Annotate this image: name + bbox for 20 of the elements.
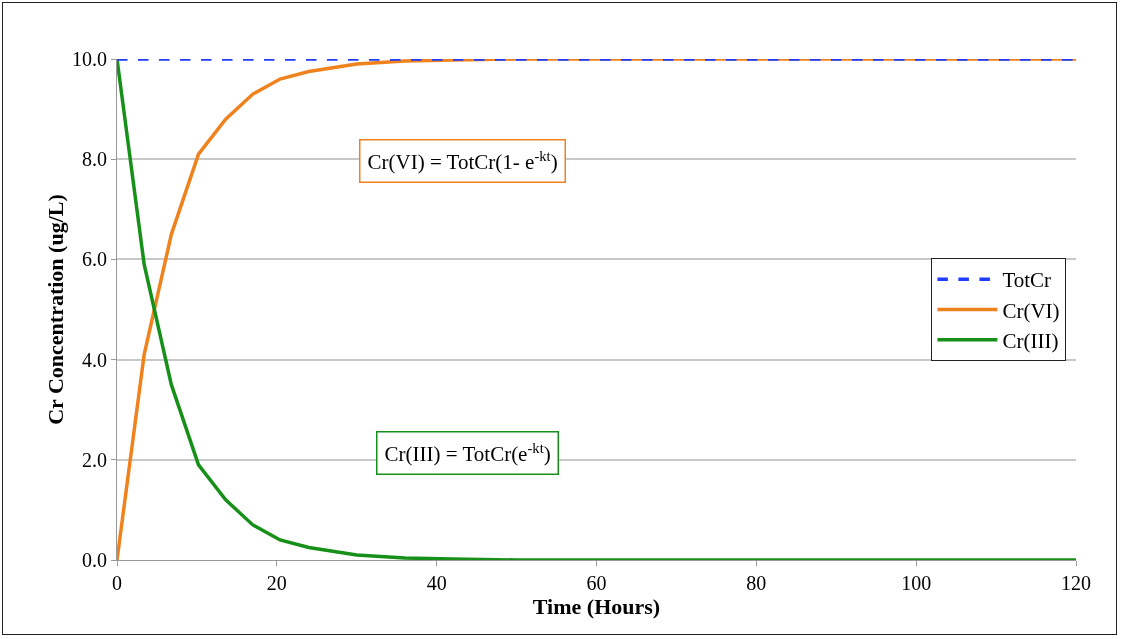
- annotation: Cr(III) = TotCr(e$^{-kt}$): [384, 439, 551, 467]
- x-tick-label: 80: [746, 572, 767, 594]
- x-tick-label: 0: [112, 572, 122, 594]
- y-tick-label: 0.0: [82, 549, 107, 571]
- legend-label: TotCr: [1002, 268, 1052, 293]
- y-tick-label: 8.0: [82, 148, 107, 171]
- annotation: Cr(VI) = TotCr(1- e$^{-kt}$): [367, 147, 558, 175]
- legend-label: Cr(III): [1002, 328, 1059, 353]
- y-tick-label: 6.0: [82, 248, 107, 271]
- x-tick-label: 40: [426, 572, 447, 594]
- x-tick-label: 100: [901, 572, 932, 594]
- x-tick-label: 60: [586, 572, 607, 594]
- y-tick-label: 4.0: [82, 348, 107, 371]
- x-tick-label: 20: [266, 572, 287, 594]
- legend-label: Cr(VI): [1002, 298, 1060, 323]
- x-axis-title: Time (Hours): [532, 594, 661, 619]
- y-tick-label: 10.0: [72, 48, 107, 70]
- x-tick-label: 120: [1061, 572, 1091, 594]
- y-axis-title: Cr Concentration (ug/L): [43, 194, 68, 425]
- y-tick-label: 2.0: [82, 448, 107, 471]
